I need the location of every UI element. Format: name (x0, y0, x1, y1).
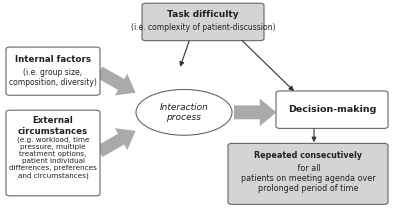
FancyBboxPatch shape (142, 3, 264, 41)
Text: Task difficulty: Task difficulty (167, 10, 239, 19)
Ellipse shape (136, 89, 232, 135)
Text: Interaction
process: Interaction process (160, 103, 208, 122)
Text: Repeated consecutively: Repeated consecutively (254, 151, 362, 160)
Text: Decision-making: Decision-making (288, 105, 376, 114)
Text: External
circumstances: External circumstances (18, 116, 88, 136)
Text: (i.e. group size,
composition, diversity): (i.e. group size, composition, diversity… (9, 68, 97, 87)
FancyBboxPatch shape (228, 143, 388, 204)
FancyBboxPatch shape (6, 110, 100, 196)
Text: Internal factors: Internal factors (15, 55, 91, 64)
FancyBboxPatch shape (276, 91, 388, 128)
Text: for all
patients on meeting agenda over
prolonged period of time: for all patients on meeting agenda over … (241, 163, 375, 193)
FancyBboxPatch shape (6, 47, 100, 95)
Text: (e.g. workload, time
pressure, multiple
treatment options,
patient individual
di: (e.g. workload, time pressure, multiple … (9, 137, 97, 179)
Text: (i.e. complexity of patient-discussion): (i.e. complexity of patient-discussion) (131, 23, 275, 32)
